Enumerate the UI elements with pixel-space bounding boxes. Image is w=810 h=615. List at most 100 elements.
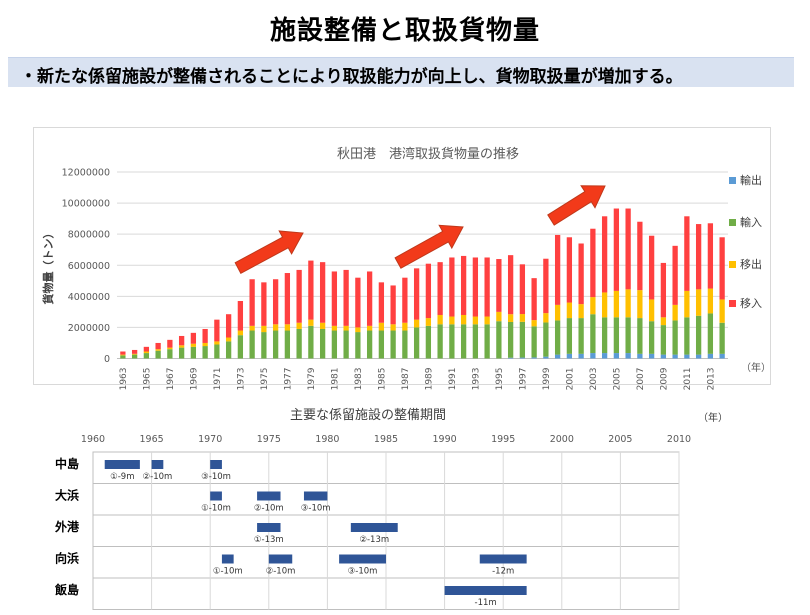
bar-輸出-2003 — [590, 353, 596, 359]
bar-移出-1986 — [390, 324, 396, 331]
bar-移入-1970 — [202, 328, 208, 343]
x-tick-label: 1981 — [330, 368, 340, 391]
bar-輸入-1997 — [519, 321, 526, 358]
x-tick-label: 1977 — [283, 368, 293, 391]
x-axis-unit: （年） — [741, 361, 771, 374]
bar-移入-2007 — [637, 221, 643, 291]
bar-輸入-2009 — [660, 325, 667, 355]
timeline-bar-label: ②-13m — [359, 535, 389, 545]
bar-移出-1992 — [460, 314, 467, 325]
bar-輸出-1999 — [543, 356, 549, 359]
y-tick-label: 2000000 — [68, 323, 110, 334]
timeline-bar — [268, 554, 293, 564]
legend-label-移入: 移入 — [740, 297, 762, 310]
bar-移入-1988 — [413, 268, 420, 320]
bar-移出-1970 — [202, 342, 208, 347]
x-tick-label: 2011 — [683, 368, 693, 391]
timeline-tick-label: 1970 — [198, 434, 222, 445]
x-tick-label: 1975 — [260, 368, 270, 391]
x-tick-label: 1979 — [307, 367, 317, 390]
timeline-tick-label: 2010 — [667, 434, 691, 445]
bar-移入-1972 — [225, 314, 232, 338]
bar-移入-2009 — [660, 262, 667, 318]
x-tick-label: 1989 — [424, 367, 434, 390]
bar-輸入-2006 — [625, 317, 631, 354]
bar-移出-1977 — [284, 324, 291, 331]
bar-輸入-1963 — [120, 355, 126, 359]
timeline-row-外港: 外港 — [55, 519, 80, 534]
bar-輸出-2012 — [695, 354, 702, 359]
timeline-bar — [350, 523, 398, 532]
bar-輸入-1968 — [178, 347, 185, 359]
x-tick-label: 1991 — [448, 368, 458, 391]
x-tick-label: 1995 — [495, 368, 505, 391]
bar-移入-1968 — [178, 335, 185, 346]
bar-移出-1972 — [225, 337, 232, 342]
bar-移出-1997 — [519, 314, 526, 322]
bar-輸出-2005 — [613, 353, 620, 359]
bar-移入-1991 — [449, 257, 455, 317]
bar-移入-2005 — [613, 208, 620, 291]
bar-移出-2004 — [601, 292, 608, 318]
increase-arrow — [234, 230, 304, 274]
x-tick-label: 1963 — [119, 368, 129, 391]
bar-移出-2001 — [566, 302, 573, 319]
y-tick-label: 8000000 — [68, 230, 110, 241]
bar-輸入-2008 — [648, 321, 655, 354]
bar-移入-1983 — [355, 277, 361, 328]
bar-移入-1974 — [249, 279, 255, 326]
timeline-row-大浜: 大浜 — [55, 488, 79, 503]
timeline-bar-label: ②-10m — [266, 567, 296, 577]
bar-移出-1967 — [167, 347, 173, 350]
timeline-tick-label: 1965 — [140, 434, 164, 445]
legend-label-輸入: 輸入 — [740, 215, 762, 229]
y-tick-label: 0 — [104, 354, 110, 365]
bar-輸入-1996 — [507, 321, 514, 358]
bar-輸入-2012 — [695, 315, 702, 355]
bar-輸入-2007 — [637, 318, 643, 354]
bar-移入-2010 — [672, 245, 678, 305]
timeline-bar-label: ②-10m — [143, 472, 173, 482]
timeline-bar-label: ③-10m — [348, 567, 378, 577]
timeline-bar-label: ③-10m — [201, 472, 231, 482]
bar-移出-1971 — [214, 341, 220, 345]
bar-移出-1965 — [143, 351, 150, 354]
bar-移入-1973 — [237, 300, 244, 331]
bar-移出-1984 — [366, 325, 373, 331]
bar-輸入-1994 — [484, 324, 490, 359]
legend-swatch-輸入 — [729, 219, 736, 226]
timeline-bar-label: -11m — [475, 598, 497, 608]
bar-移入-1964 — [131, 349, 138, 354]
bar-移出-1974 — [249, 325, 255, 331]
bar-移出-2002 — [578, 304, 584, 319]
bar-移出-1990 — [437, 314, 443, 325]
chart-title: 秋田港 港湾取扱貨物量の推移 — [337, 146, 519, 162]
bar-輸入-1979 — [308, 325, 314, 359]
bar-輸入-2014 — [719, 322, 725, 354]
timeline-bar — [303, 491, 328, 501]
summary-text: ・新たな係留施設が整備されることにより取扱能力が向上し、貨物取扱量が増加する。 — [20, 67, 683, 87]
bar-輸出-2006 — [625, 353, 631, 359]
timeline-bar-label: ②-10m — [254, 504, 284, 514]
bar-輸入-1965 — [143, 353, 150, 359]
bar-移出-1975 — [261, 325, 267, 333]
timeline-tick-label: 1995 — [491, 434, 515, 445]
bar-輸入-1966 — [155, 350, 161, 359]
bar-移入-1978 — [296, 269, 302, 323]
bar-移出-2014 — [719, 299, 725, 323]
bar-移入-1976 — [272, 279, 279, 325]
y-tick-label: 6000000 — [68, 261, 110, 272]
bar-移入-2001 — [566, 237, 573, 303]
timeline-tick-label: 1985 — [374, 434, 398, 445]
bar-移出-1979 — [308, 319, 314, 326]
bar-輸出-2004 — [601, 353, 608, 359]
bar-移出-1991 — [449, 316, 455, 325]
bar-移出-1985 — [378, 322, 385, 331]
timeline-tick-label: 1960 — [81, 434, 105, 445]
bar-移出-1987 — [402, 322, 408, 331]
bar-移出-1988 — [413, 319, 420, 328]
bar-移入-2000 — [554, 234, 561, 305]
bar-輸入-1988 — [413, 327, 420, 359]
bar-移入-1987 — [402, 277, 408, 323]
